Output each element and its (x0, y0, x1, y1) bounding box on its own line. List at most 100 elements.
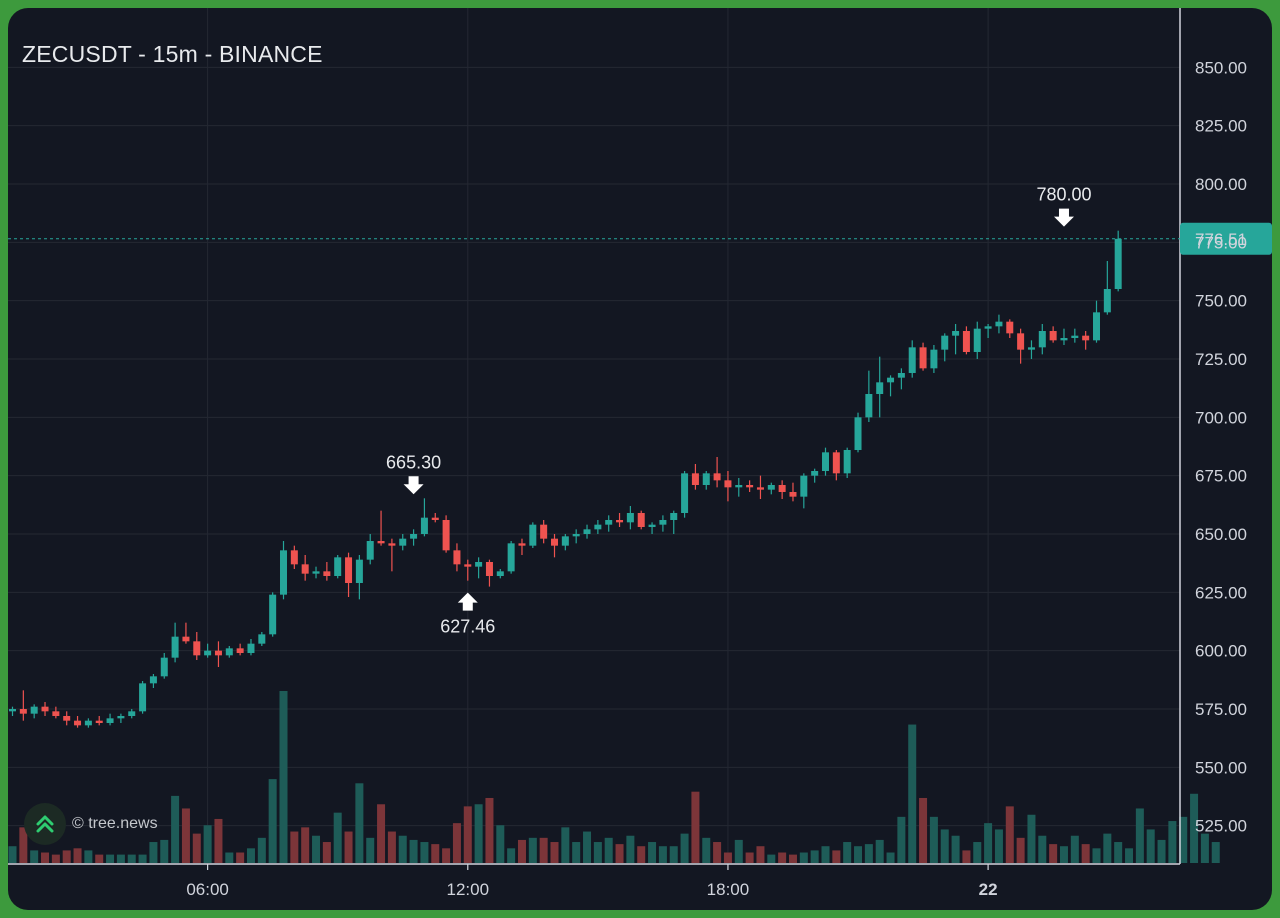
arrow-down-icon (1053, 208, 1074, 227)
volume-bar (138, 854, 147, 863)
volume-bar (1027, 814, 1036, 863)
candle (420, 498, 428, 537)
volume-bar (517, 839, 526, 863)
volume-bar (1211, 842, 1220, 863)
candle-body (887, 377, 895, 383)
volume-bar (767, 854, 776, 863)
candle-body (811, 471, 819, 476)
candle-body (854, 417, 862, 450)
candle-body (800, 475, 808, 497)
candle-body (637, 513, 645, 527)
volume-bar (756, 846, 765, 863)
volume-bar (366, 837, 375, 863)
candles (9, 230, 1122, 728)
volume-bar (431, 844, 440, 863)
candle (876, 356, 884, 418)
candle-body (626, 513, 634, 523)
chart-panel: 776.51 850.00 825.00 800.00 775.00 750.00 725.… (8, 8, 1272, 910)
candle (63, 711, 71, 726)
candle (1038, 324, 1046, 355)
last-price-label: 776.51 (1195, 230, 1247, 249)
volume-bar (626, 835, 635, 863)
candle (258, 632, 266, 646)
volume-bar (669, 846, 678, 863)
candle (800, 473, 808, 509)
y-tick-label: 550.00 (1195, 758, 1247, 777)
volume-bar (1005, 806, 1014, 863)
y-tick-label: 625.00 (1195, 583, 1247, 602)
candle (366, 534, 374, 565)
volume-bar (702, 837, 711, 863)
candle (756, 475, 764, 499)
candle (84, 718, 92, 728)
candle (724, 471, 732, 502)
candle (583, 524, 591, 539)
candle-body (63, 716, 71, 721)
volume-bar (919, 797, 928, 863)
volume-bar (875, 839, 884, 863)
candle-body (269, 594, 277, 635)
volume-bar (745, 852, 754, 863)
candle-body (1038, 331, 1046, 348)
volume-bar (1049, 844, 1058, 863)
volume-bar (257, 837, 266, 863)
volume-bar (994, 829, 1003, 863)
candle-body (551, 538, 558, 546)
volume-bar (127, 854, 136, 863)
candle-body (485, 562, 493, 576)
candle-body (410, 534, 418, 539)
volume-bar (160, 839, 169, 863)
candle (475, 557, 483, 579)
candle (280, 541, 287, 600)
candle-body (691, 473, 699, 485)
y-tick-label: 800.00 (1195, 175, 1247, 194)
candle (128, 709, 136, 719)
candle (540, 520, 548, 544)
volume-bar (19, 827, 28, 863)
candle-body (52, 711, 60, 716)
candle (507, 541, 515, 574)
volume-bar (507, 848, 516, 863)
volume-bar (377, 804, 386, 863)
volume-bar (897, 816, 906, 863)
candle (312, 566, 320, 579)
volume-bar (236, 852, 245, 863)
candle-body (713, 473, 721, 481)
candle-body (74, 720, 82, 726)
candle (95, 716, 103, 726)
high-annotation: 665.30 (386, 452, 441, 495)
volume-bar (51, 854, 60, 863)
candle-body (930, 349, 938, 369)
candle-body (464, 564, 472, 567)
candle-body (399, 538, 407, 546)
candlestick-chart[interactable]: 776.51 850.00 825.00 800.00 775.00 750.00 725.… (8, 8, 1272, 910)
candle-body (323, 571, 331, 576)
candle (1027, 340, 1035, 359)
volume-bar (940, 829, 949, 863)
candle-body (1027, 347, 1035, 350)
candle-body (290, 550, 298, 565)
candle (496, 569, 504, 579)
volume-bar (1103, 833, 1112, 863)
candle (334, 555, 342, 579)
candle-body (258, 634, 266, 644)
candle (1071, 328, 1079, 343)
candle-body (605, 520, 613, 525)
volume-bar (30, 850, 39, 863)
candle (908, 340, 916, 378)
candle (973, 321, 981, 359)
candle-body (160, 657, 168, 677)
candle-body (919, 347, 927, 369)
candle (323, 562, 331, 581)
candle-body (366, 541, 374, 560)
candle-body (583, 529, 591, 534)
candle-body (778, 485, 786, 492)
volume-bar (442, 848, 451, 863)
volume-bar (1059, 846, 1068, 863)
volume-bar (95, 854, 104, 863)
candle (139, 681, 147, 714)
candle-body (225, 648, 233, 656)
candle (19, 690, 27, 721)
candle (941, 333, 949, 362)
volume-bar (929, 816, 938, 863)
